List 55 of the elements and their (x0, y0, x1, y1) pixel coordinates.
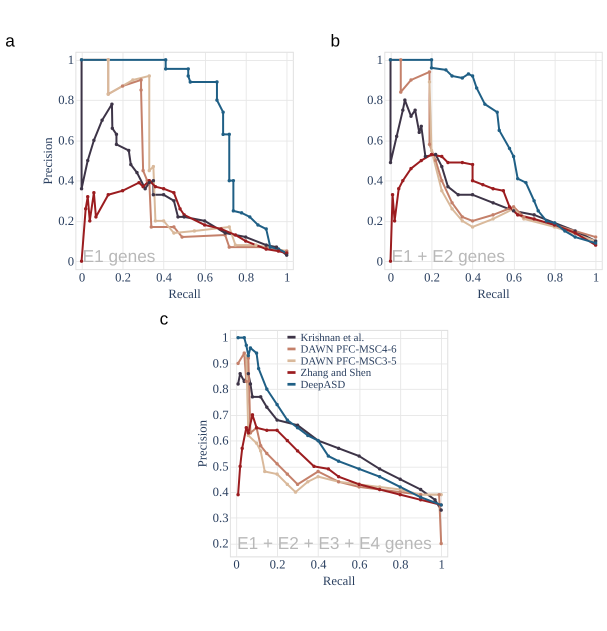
legend-label: DAWN PFC-MSC3-5 (300, 355, 397, 368)
x-tick-label: 0.8 (392, 558, 409, 572)
y-tick-label: 0.6 (58, 133, 74, 148)
x-tick-label: 0.4 (310, 558, 328, 572)
x-axis-title: Recall (322, 574, 356, 588)
y-tick-label: 0.4 (212, 485, 230, 500)
y-tick-label: 0.6 (212, 434, 229, 448)
y-tick-label: 0.7 (212, 408, 229, 422)
x-axis-title: Recall (168, 286, 202, 301)
x-tick-label: 0 (78, 270, 86, 284)
annotation: E1 + E2 genes (392, 246, 505, 266)
y-tick-label: 0.2 (212, 536, 229, 551)
x-tick-label: 0.8 (238, 270, 254, 284)
legend-label: DeepASD (300, 378, 346, 391)
x-tick-label: 0.2 (115, 270, 131, 284)
y-tick-label: 0.8 (58, 93, 74, 108)
y-tick-label: 0 (376, 254, 383, 268)
x-tick-label: 0.2 (424, 270, 440, 284)
y-tick-label: 0.6 (367, 133, 383, 148)
y-tick-label: 1 (222, 330, 229, 345)
y-tick-label: 0.5 (212, 459, 229, 474)
y-tick-label: 0.2 (367, 214, 383, 228)
x-tick-label: 1 (592, 270, 600, 284)
y-tick-label: 1 (376, 52, 383, 67)
chart-title: b (330, 30, 340, 50)
x-tick-label: 0 (233, 558, 240, 572)
x-tick-label: 0.4 (465, 270, 482, 284)
x-tick-label: 0.6 (197, 270, 214, 284)
y-tick-label: 0.2 (58, 214, 74, 228)
legend-label: DAWN PFC-MSC4-6 (300, 344, 398, 356)
y-tick-label: 0.8 (212, 382, 229, 396)
y-axis-title: Precision (40, 136, 55, 185)
y-tick-label: 0.9 (212, 356, 229, 370)
x-tick-label: 0.8 (547, 270, 563, 284)
annotation: E1 + E2 + E3 + E4 genes (237, 533, 432, 554)
x-tick-label: 0 (388, 270, 394, 284)
chart-title: a (5, 30, 16, 50)
x-tick-label: 0.6 (506, 270, 522, 284)
x-axis-title: Recall (477, 286, 510, 301)
x-tick-label: 1 (438, 558, 445, 572)
y-tick-label: 0.3 (212, 510, 229, 525)
y-tick-label: 0.4 (58, 174, 75, 188)
legend-label: Zhang and Shen (300, 367, 372, 380)
y-tick-label: 0.4 (367, 174, 384, 188)
legend-label: Krishnan et al. (300, 332, 364, 344)
x-tick-label: 0.6 (352, 558, 368, 572)
x-tick-label: 1 (284, 270, 290, 284)
x-tick-label: 0.4 (156, 270, 173, 284)
y-axis-title: Precision (195, 419, 210, 468)
annotation: E1 genes (82, 246, 156, 266)
y-tick-label: 0.8 (367, 93, 383, 108)
y-tick-label: 1 (68, 52, 74, 67)
x-tick-label: 0.2 (270, 558, 286, 572)
chart-title: c (160, 308, 169, 328)
y-tick-label: 0 (68, 254, 74, 268)
